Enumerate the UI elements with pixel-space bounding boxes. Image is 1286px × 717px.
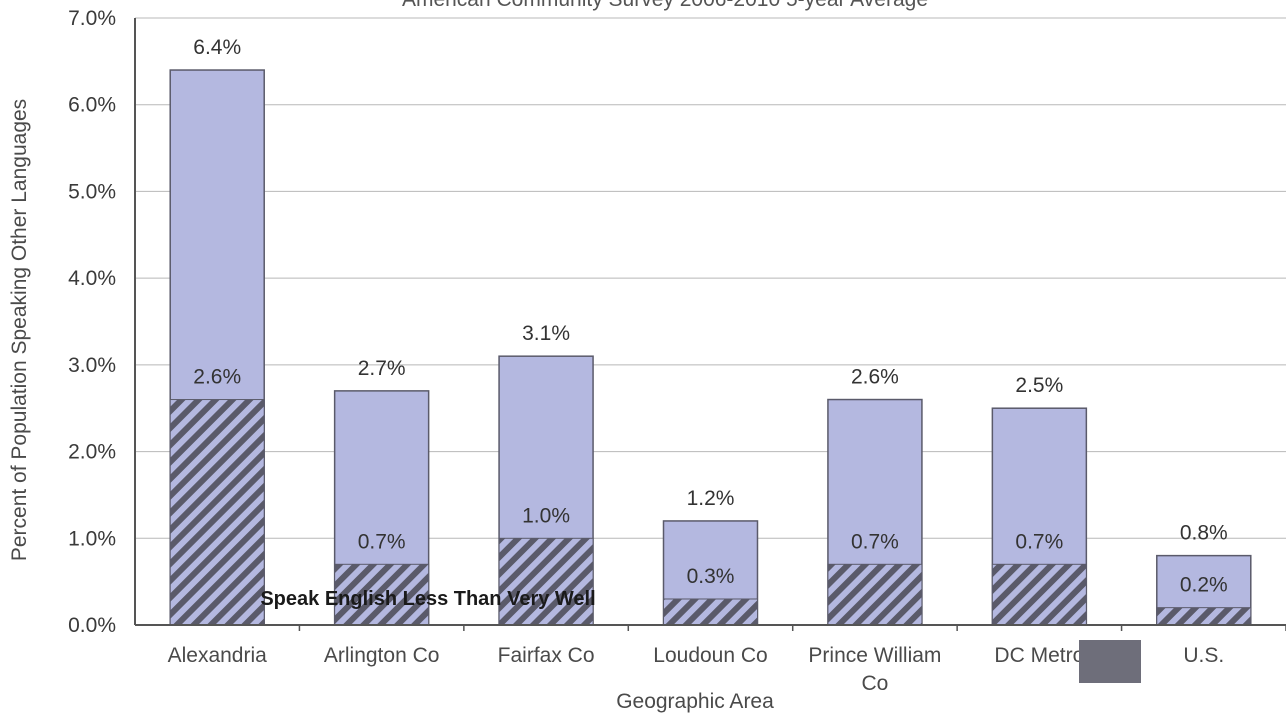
data-label-total: 0.8% bbox=[1180, 522, 1228, 545]
data-label-limited-english: 0.7% bbox=[358, 530, 406, 553]
bar-limited-english bbox=[334, 563, 430, 626]
x-axis-title: Geographic Area bbox=[616, 690, 774, 713]
x-category-label: Alexandria bbox=[168, 644, 268, 667]
y-tick-label: 7.0% bbox=[68, 7, 116, 30]
x-category-label: Prince William Co bbox=[808, 644, 941, 695]
bar-limited-english bbox=[663, 598, 758, 626]
bar-limited-english bbox=[169, 399, 265, 626]
gridlines bbox=[135, 17, 1286, 539]
y-tick-labels: 0.0% 1.0% 2.0% 3.0% 4.0% 5.0% 6.0% 7.0% bbox=[68, 7, 116, 637]
x-category-label: DC Metro bbox=[994, 644, 1084, 667]
data-label-limited-english: 0.7% bbox=[851, 530, 899, 553]
data-label-total: 2.5% bbox=[1015, 374, 1063, 397]
redaction-box bbox=[1079, 640, 1141, 683]
data-label-total: 3.1% bbox=[522, 322, 570, 345]
y-tick-label: 2.0% bbox=[68, 441, 116, 464]
series-label-inner: Speak English Less Than Very Well bbox=[260, 588, 595, 610]
x-category-label: U.S. bbox=[1183, 644, 1224, 667]
data-label-total: 2.7% bbox=[358, 357, 406, 380]
y-tick-label: 5.0% bbox=[68, 180, 116, 203]
bars: 6.4% 2.6% 2.7% 0.7% 3.1% 1.0% 1.2% 0.3% 2.6% 0.7%… bbox=[169, 36, 1252, 626]
bar-limited-english bbox=[991, 563, 1087, 626]
y-tick-label: 3.0% bbox=[68, 354, 116, 377]
y-tick-label: 4.0% bbox=[68, 267, 116, 290]
y-tick-label: 1.0% bbox=[68, 527, 116, 550]
data-label-limited-english: 0.3% bbox=[687, 565, 735, 588]
data-label-limited-english: 0.2% bbox=[1180, 574, 1228, 597]
y-tick-label: 6.0% bbox=[68, 94, 116, 117]
x-category-label: Fairfax Co bbox=[498, 644, 595, 667]
bar-limited-english bbox=[498, 537, 594, 626]
data-label-limited-english: 0.7% bbox=[1015, 530, 1063, 553]
data-label-total: 2.6% bbox=[851, 366, 899, 389]
data-label-limited-english: 1.0% bbox=[522, 504, 570, 527]
data-label-total: 1.2% bbox=[687, 487, 735, 510]
y-tick-label: 0.0% bbox=[68, 614, 116, 637]
x-category-labels: Alexandria Arlington Co Fairfax Co Loudoun … bbox=[168, 625, 1286, 695]
bar-limited-english bbox=[1156, 607, 1252, 626]
y-axis-title: Percent of Population Speaking Other Lan… bbox=[8, 99, 31, 561]
bar-limited-english bbox=[827, 563, 923, 626]
chart-title: American Community Survey 2006-2010 5-ye… bbox=[402, 0, 928, 11]
x-category-label: Arlington Co bbox=[324, 644, 440, 667]
x-category-label: Loudoun Co bbox=[653, 644, 767, 667]
data-label-total: 6.4% bbox=[193, 36, 241, 59]
data-label-limited-english: 2.6% bbox=[193, 366, 241, 389]
